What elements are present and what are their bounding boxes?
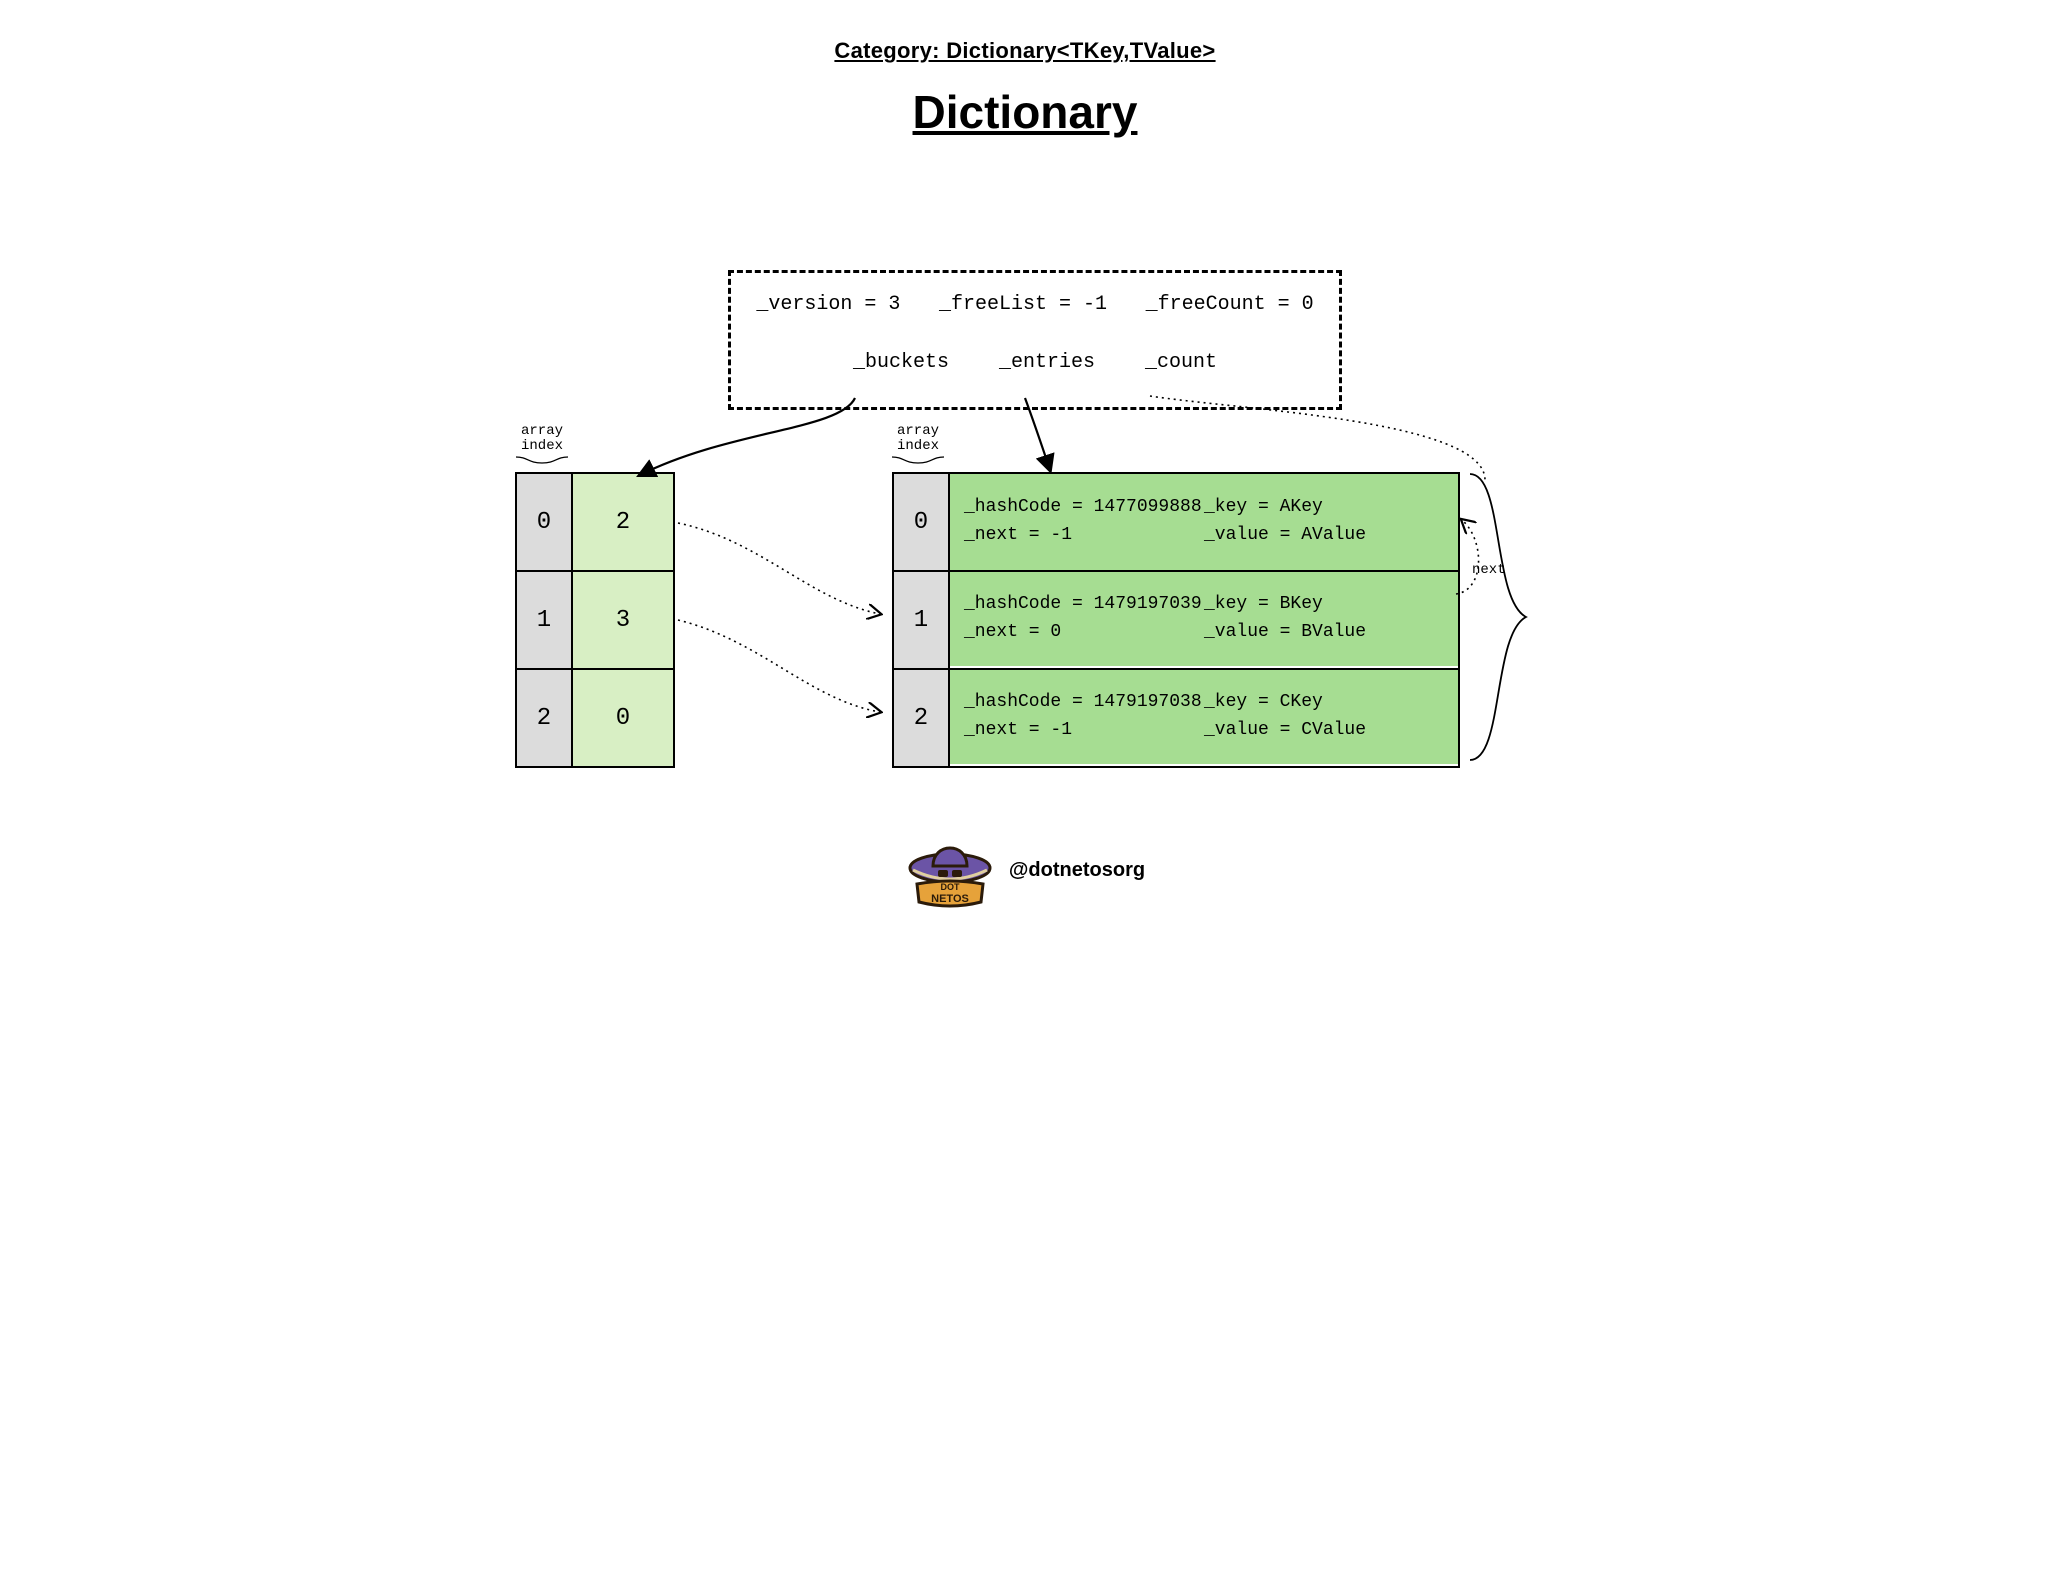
entries-row: 0_hashCode = 1477099888_key = AKey_next …: [894, 474, 1458, 570]
entry-value: _value = BValue: [1204, 622, 1444, 642]
entry-hashcode: _hashCode = 1479197039: [964, 594, 1204, 614]
entry-value: _value = CValue: [1204, 720, 1444, 740]
entries-row: 1_hashCode = 1479197039_key = BKey_next …: [894, 570, 1458, 668]
field-buckets: _buckets: [853, 351, 949, 374]
next-label: next: [1472, 562, 1506, 578]
entries-row: 2_hashCode = 1479197038_key = CKey_next …: [894, 668, 1458, 766]
page-title: Dictionary: [410, 85, 1640, 139]
brace-icon-left: [514, 455, 570, 471]
struct-row-1: _version = 3 _freeList = -1 _freeCount =…: [731, 293, 1339, 316]
buckets-index-cell: 0: [517, 474, 573, 570]
arrow-bucket1-to-entry2: [678, 620, 880, 712]
array-index-label-right: array index: [890, 424, 946, 455]
entry-cell: _hashCode = 1479197038_key = CKey_next =…: [950, 668, 1458, 764]
diagram-canvas: Category: Dictionary<TKey,TValue> Dictio…: [410, 0, 1640, 942]
field-count: _count: [1145, 351, 1217, 374]
entry-next: _next = -1: [964, 525, 1204, 545]
buckets-row: 02: [517, 474, 673, 570]
buckets-row: 20: [517, 668, 673, 766]
dotnetos-logo: DOT NETOS: [905, 830, 995, 910]
arrow-bucket0-to-entry1: [678, 523, 880, 614]
entry-key: _key = AKey: [1204, 497, 1444, 517]
entries-index-cell: 1: [894, 570, 950, 668]
buckets-value-cell: 0: [573, 668, 673, 766]
buckets-row: 13: [517, 570, 673, 668]
buckets-value-cell: 2: [573, 474, 673, 570]
field-freecount: _freeCount = 0: [1146, 293, 1314, 316]
footer-handle: @dotnetosorg: [1009, 859, 1145, 882]
svg-text:DOT: DOT: [940, 882, 960, 892]
entry-next: _next = -1: [964, 720, 1204, 740]
count-brace-path: [1470, 474, 1526, 760]
buckets-index-cell: 1: [517, 570, 573, 668]
entries-table: 0_hashCode = 1477099888_key = AKey_next …: [892, 472, 1460, 768]
field-entries: _entries: [999, 351, 1095, 374]
brace-icon-right: [890, 455, 946, 471]
entry-value: _value = AValue: [1204, 525, 1444, 545]
field-freelist: _freeList = -1: [939, 293, 1107, 316]
entry-key: _key = BKey: [1204, 594, 1444, 614]
svg-text:NETOS: NETOS: [931, 893, 969, 905]
entries-index-cell: 0: [894, 474, 950, 570]
entry-key: _key = CKey: [1204, 692, 1444, 712]
struct-row-2: _buckets _entries _count: [731, 351, 1339, 374]
entry-hashcode: _hashCode = 1477099888: [964, 497, 1204, 517]
buckets-index-cell: 2: [517, 668, 573, 766]
entry-hashcode: _hashCode = 1479197038: [964, 692, 1204, 712]
footer: DOT NETOS @dotnetosorg: [410, 830, 1640, 910]
entry-next: _next = 0: [964, 622, 1204, 642]
entry-cell: _hashCode = 1477099888_key = AKey_next =…: [950, 474, 1458, 570]
field-version: _version = 3: [756, 293, 900, 316]
entries-index-cell: 2: [894, 668, 950, 766]
entry-cell: _hashCode = 1479197039_key = BKey_next =…: [950, 570, 1458, 666]
buckets-table: 021320: [515, 472, 675, 768]
buckets-value-cell: 3: [573, 570, 673, 668]
category-heading: Category: Dictionary<TKey,TValue>: [410, 38, 1640, 64]
arrows-layer: [410, 0, 1640, 942]
struct-box: _version = 3 _freeList = -1 _freeCount =…: [728, 270, 1342, 410]
array-index-label-left: array index: [514, 424, 570, 455]
count-brace: [1470, 474, 1526, 760]
